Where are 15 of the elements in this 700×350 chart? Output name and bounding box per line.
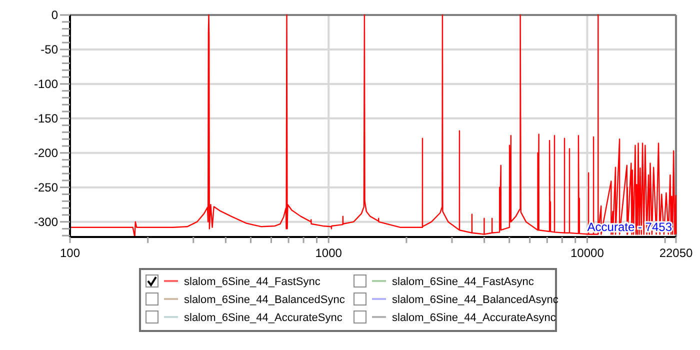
y-tick-label: -200 bbox=[34, 146, 58, 160]
y-tick-label: 0 bbox=[51, 8, 58, 22]
y-tick-label: -150 bbox=[34, 112, 58, 126]
x-tick-label: 10000 bbox=[570, 246, 604, 260]
legend-label: slalom_6Sine_44_BalancedSync bbox=[184, 294, 346, 306]
y-tick-label: -100 bbox=[34, 77, 58, 92]
y-tick-label: -50 bbox=[40, 42, 58, 57]
legend-label: slalom_6Sine_44_FastSync bbox=[184, 276, 321, 288]
x-tick-label: 1000 bbox=[315, 246, 342, 260]
legend-label: slalom_6Sine_44_FastAsync bbox=[392, 276, 534, 288]
legend-label: slalom_6Sine_44_AccurateSync bbox=[184, 312, 343, 324]
x-tick-label: 22050 bbox=[659, 246, 694, 260]
y-tick-label: -300 bbox=[34, 215, 58, 230]
y-tick-label: -250 bbox=[34, 180, 58, 195]
x-tick-label: 100 bbox=[60, 246, 80, 260]
